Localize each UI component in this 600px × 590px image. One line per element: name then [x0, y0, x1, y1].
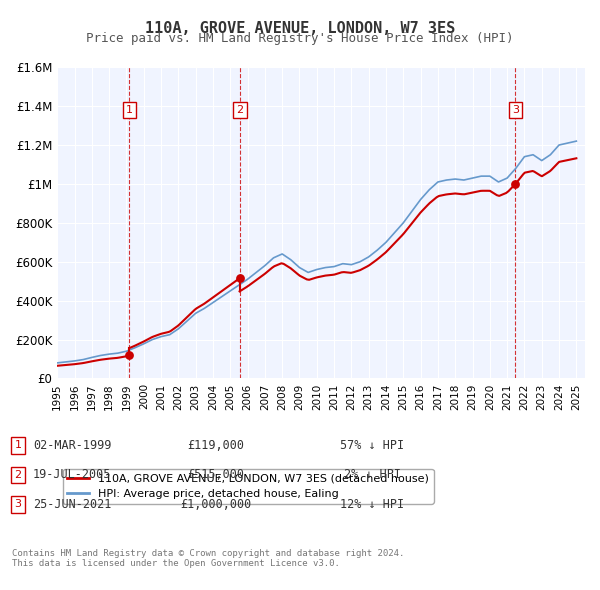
Text: 1: 1	[14, 441, 22, 450]
Text: £515,000: £515,000	[187, 468, 245, 481]
Text: 110A, GROVE AVENUE, LONDON, W7 3ES: 110A, GROVE AVENUE, LONDON, W7 3ES	[145, 21, 455, 35]
Text: Contains HM Land Registry data © Crown copyright and database right 2024.
This d: Contains HM Land Registry data © Crown c…	[12, 549, 404, 568]
Text: 1: 1	[126, 105, 133, 115]
Text: 02-MAR-1999: 02-MAR-1999	[33, 439, 111, 452]
Text: 3: 3	[512, 105, 519, 115]
Text: 2: 2	[14, 470, 22, 480]
Text: 3: 3	[14, 500, 22, 509]
Legend: 110A, GROVE AVENUE, LONDON, W7 3ES (detached house), HPI: Average price, detache: 110A, GROVE AVENUE, LONDON, W7 3ES (deta…	[63, 469, 434, 504]
Text: 57% ↓ HPI: 57% ↓ HPI	[340, 439, 404, 452]
Text: 2% ↓ HPI: 2% ↓ HPI	[343, 468, 401, 481]
Text: 2: 2	[236, 105, 243, 115]
Text: 25-JUN-2021: 25-JUN-2021	[33, 498, 111, 511]
Point	[235, 274, 244, 283]
Point	[125, 350, 134, 360]
Text: Price paid vs. HM Land Registry's House Price Index (HPI): Price paid vs. HM Land Registry's House …	[86, 32, 514, 45]
Text: 12% ↓ HPI: 12% ↓ HPI	[340, 498, 404, 511]
Text: £119,000: £119,000	[187, 439, 245, 452]
Text: 19-JUL-2005: 19-JUL-2005	[33, 468, 111, 481]
Text: £1,000,000: £1,000,000	[181, 498, 251, 511]
Point	[511, 179, 520, 189]
